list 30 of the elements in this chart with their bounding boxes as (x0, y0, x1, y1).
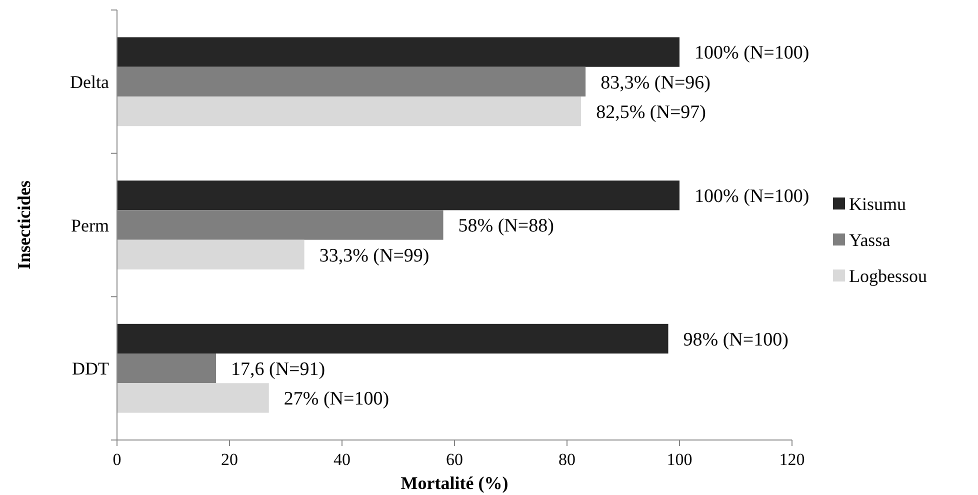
y-axis-title: Insecticides (14, 180, 34, 270)
data-label: 83,3% (N=96) (600, 72, 710, 94)
data-label: 33,3% (N=99) (319, 245, 430, 266)
x-tick-label: 60 (446, 450, 463, 469)
legend-label: Kisumu (849, 194, 906, 214)
bar (117, 240, 304, 270)
data-label: 82,5% (N=97) (596, 102, 706, 123)
x-tick-label: 0 (112, 450, 122, 469)
data-label: 17,6 (N=91) (231, 358, 326, 380)
y-tick-label: Perm (71, 215, 109, 236)
data-label: 58% (N=88) (458, 216, 554, 237)
data-label: 100% (N=100) (694, 42, 810, 64)
y-tick-label: DDT (72, 358, 109, 379)
x-tick-label: 120 (779, 450, 805, 469)
bar (117, 383, 269, 413)
data-label: 98% (N=100) (683, 329, 788, 350)
legend-label: Logbessou (849, 266, 927, 286)
x-tick-label: 80 (558, 450, 576, 469)
x-tick-label: 40 (334, 450, 350, 469)
bar (117, 180, 680, 210)
data-label: 100% (N=100) (694, 186, 810, 208)
bar (117, 96, 582, 126)
y-tick-label: Delta (70, 72, 110, 92)
data-label: 27% (N=100) (284, 388, 390, 410)
legend-label: Yassa (849, 230, 890, 250)
bar (117, 324, 668, 354)
x-tick-label: 20 (221, 450, 238, 469)
x-tick-label: 100 (666, 450, 692, 469)
bar (117, 37, 680, 67)
x-axis-title: Mortalité (%) (400, 473, 508, 493)
